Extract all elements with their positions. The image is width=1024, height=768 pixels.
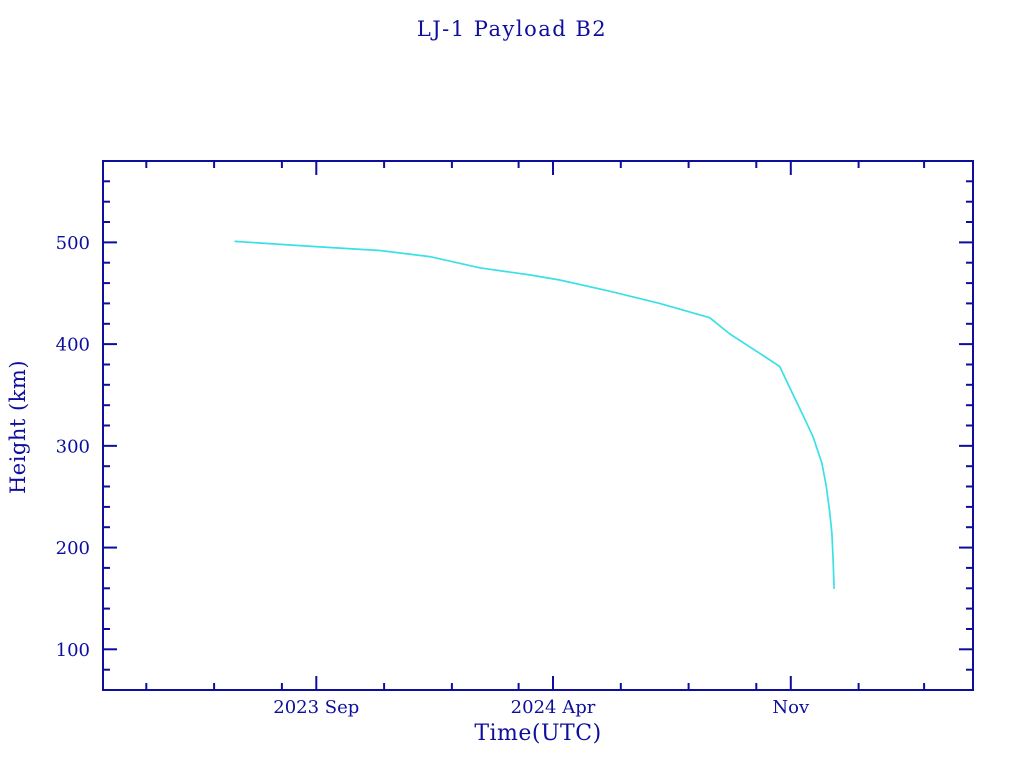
x-tick-label: Nov xyxy=(772,697,810,718)
plot-frame xyxy=(102,160,974,691)
y-tick-label: 200 xyxy=(56,538,90,559)
chart-title: LJ-1 Payload B2 xyxy=(416,17,608,41)
y-tick-label: 500 xyxy=(56,233,90,254)
x-tick-label: 2024 Apr xyxy=(511,697,596,718)
decay-curve xyxy=(234,240,835,590)
x-tick-label: 2023 Sep xyxy=(273,697,359,718)
y-tick-label: 300 xyxy=(56,436,90,457)
y-tick-label: 100 xyxy=(56,640,90,661)
y-tick-label: 400 xyxy=(56,335,90,356)
x-axis-title: Time(UTC) xyxy=(474,721,602,746)
y-axis-title: Height (km) xyxy=(6,359,30,495)
